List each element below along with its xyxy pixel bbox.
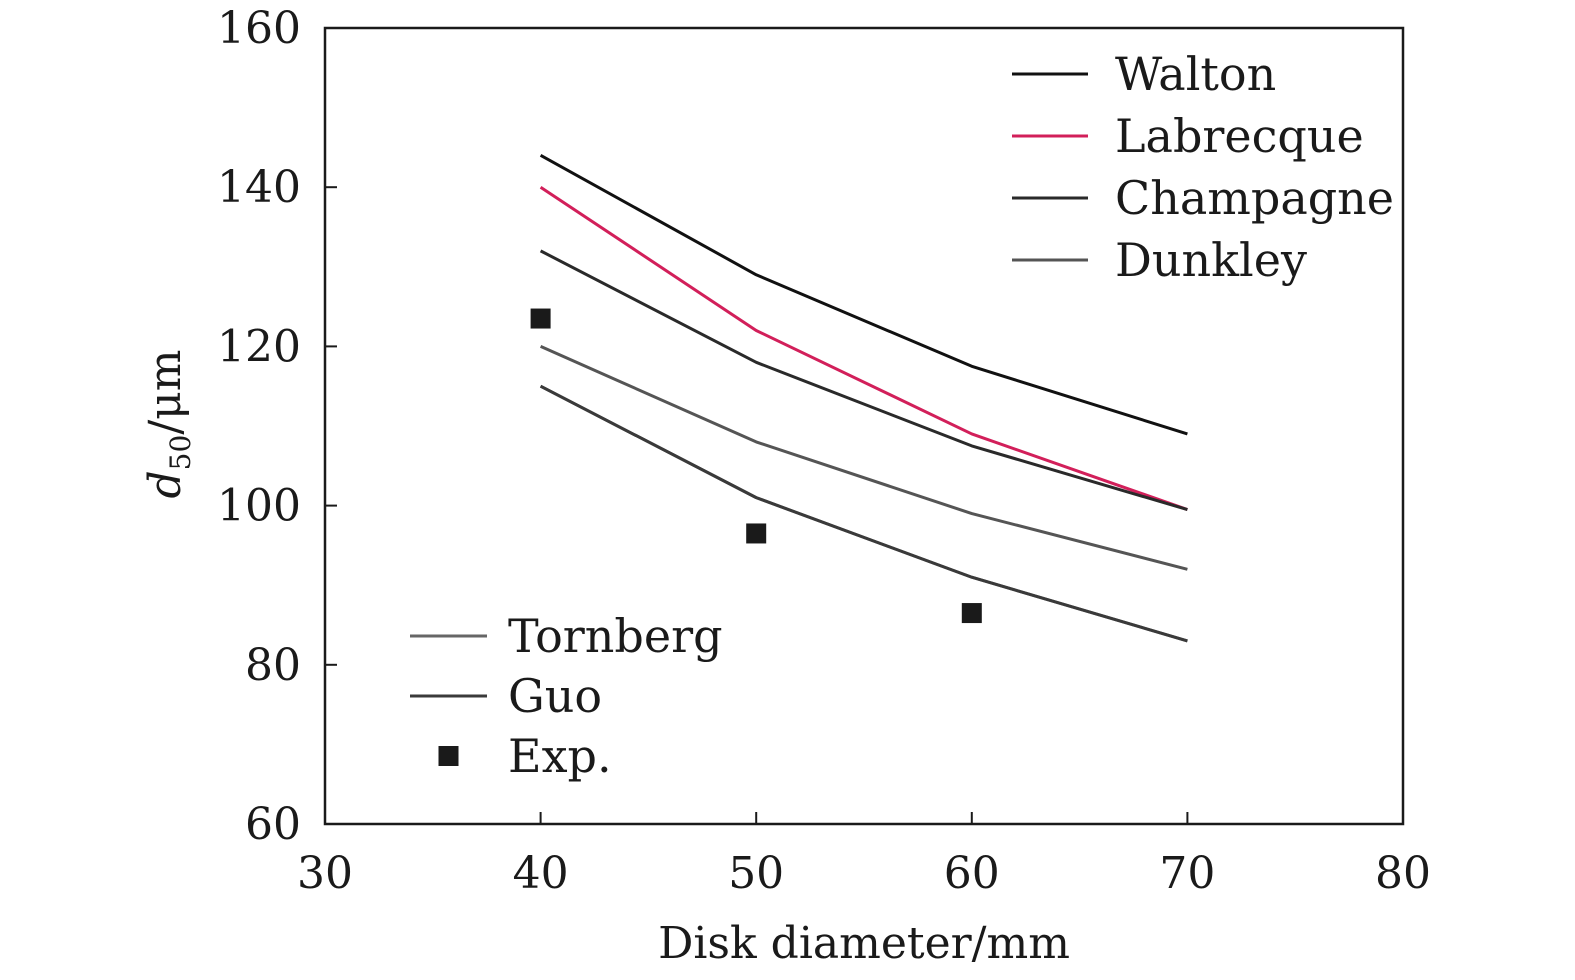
legend-label-exp: Exp. bbox=[508, 729, 612, 783]
y-axis-title: d50/μm bbox=[140, 350, 197, 499]
exp-data-point bbox=[961, 603, 982, 624]
y-axis-title-main: d bbox=[140, 470, 191, 498]
legend-label-dunkley: Dunkley bbox=[1115, 233, 1307, 287]
exp-data-point bbox=[530, 308, 551, 329]
exp-data-point bbox=[746, 523, 767, 544]
series-line-labrecque bbox=[539, 185, 1188, 511]
legend-label-tornberg: Tornberg bbox=[508, 609, 723, 663]
series-line-champagne bbox=[539, 249, 1188, 512]
legend-marker-exp bbox=[438, 746, 459, 766]
x-tick-label: 50 bbox=[728, 848, 784, 899]
plot-frame bbox=[323, 26, 1405, 826]
axis-labels-group: Disk diameter/mm d50/μm bbox=[140, 350, 1070, 969]
x-axis-title: Disk diameter/mm bbox=[658, 918, 1070, 969]
series-line-dunkley bbox=[539, 345, 1188, 571]
series-line-tornberg bbox=[539, 384, 1188, 643]
x-tick-label: 30 bbox=[297, 848, 353, 899]
y-tick-label: 80 bbox=[245, 640, 301, 691]
y-axis-title-sub: 50 bbox=[164, 435, 197, 471]
y-tick-label: 100 bbox=[217, 481, 301, 532]
y-tick-label: 120 bbox=[217, 321, 301, 372]
y-axis-title-unit: /μm bbox=[140, 350, 191, 435]
legend-label-champagne: Champagne bbox=[1115, 171, 1394, 225]
legend-label-walton: Walton bbox=[1115, 47, 1276, 101]
x-tick-label: 60 bbox=[944, 848, 1000, 899]
points-group bbox=[530, 308, 982, 624]
axes-group: 30 40 50 60 70 80 60 80 100 120 140 160 bbox=[217, 3, 1431, 899]
y-tick-label: 60 bbox=[245, 799, 301, 850]
legend-group: Walton Labrecque Champagne Dunkley Tornberg G… bbox=[410, 47, 1394, 783]
x-tick-label: 70 bbox=[1159, 848, 1215, 899]
x-tick-label: 40 bbox=[513, 848, 569, 899]
series-line-guo bbox=[539, 384, 1188, 643]
y-tick-label: 140 bbox=[217, 162, 301, 213]
y-tick-label: 160 bbox=[217, 3, 301, 54]
x-tick-label: 80 bbox=[1375, 848, 1431, 899]
series-line-walton bbox=[539, 154, 1188, 436]
legend-label-labrecque: Labrecque bbox=[1115, 109, 1364, 163]
series-group bbox=[539, 154, 1188, 643]
legend-label-guo: Guo bbox=[508, 669, 602, 723]
